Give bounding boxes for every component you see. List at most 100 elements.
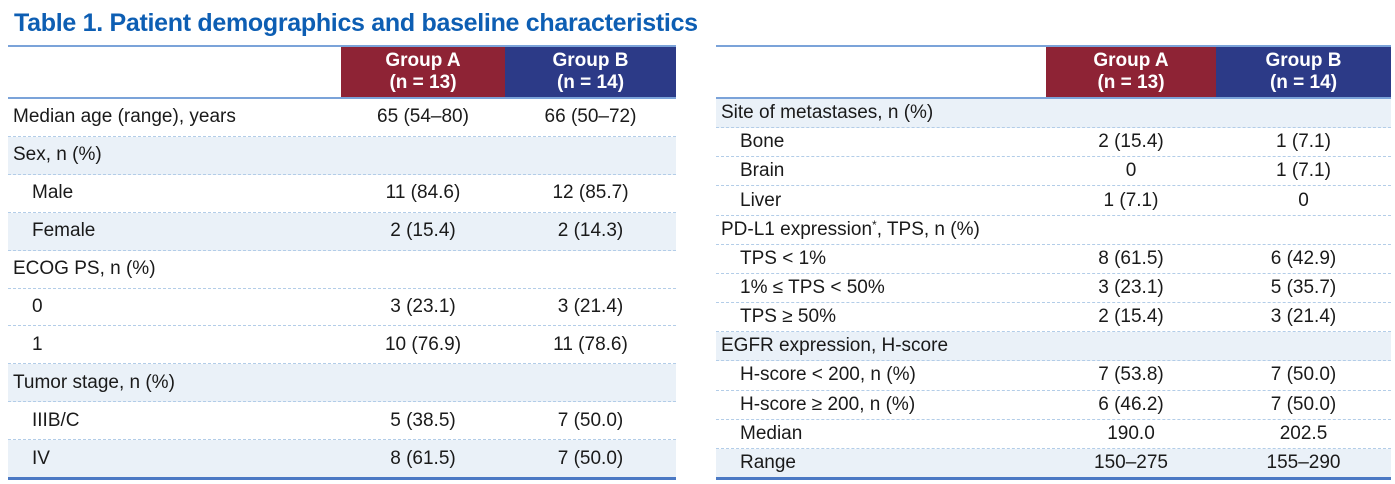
section-row: EGFR expression, H-score — [716, 332, 1391, 362]
table-row: 1 10 (76.9) 11 (78.6) — [8, 326, 676, 365]
cell-group-a: 2 (15.4) — [390, 220, 456, 242]
row-label: Median — [740, 422, 803, 444]
row-label: Range — [740, 451, 796, 473]
demographics-table-right: Group A (n = 13) Group B (n = 14) Site o… — [716, 45, 1391, 480]
table-row: TPS ≥ 50% 2 (15.4) 3 (21.4) — [716, 303, 1391, 333]
cell-group-a: 3 (23.1) — [1098, 277, 1164, 299]
cell-group-b: 2 (14.3) — [557, 220, 624, 242]
table-body: Median age (range), years 65 (54–80) 66 (5… — [8, 99, 676, 480]
table-row: H-score < 200, n (%) 7 (53.8) 7 (50.0) — [716, 361, 1391, 391]
cell-group-b: 12 (85.7) — [552, 182, 629, 204]
cell-group-a: 6 (46.2) — [1098, 393, 1164, 415]
row-label: Male — [32, 182, 74, 204]
cell-group-b: 66 (50–72) — [544, 106, 637, 128]
row-label: Liver — [740, 189, 782, 211]
cell-group-b: 7 (50.0) — [1270, 393, 1337, 415]
section-row: ECOG PS, n (%) — [8, 251, 676, 289]
row-label: Tumor stage, n (%) — [13, 371, 175, 393]
cell-group-a: 65 (54–80) — [377, 106, 469, 128]
cell-group-a: 1 (7.1) — [1103, 189, 1159, 211]
cell-group-a: 3 (23.1) — [390, 295, 456, 317]
table-row: 1% ≤ TPS < 50% 3 (23.1) 5 (35.7) — [716, 274, 1391, 304]
cell-group-b: 5 (35.7) — [1270, 277, 1337, 299]
cell-group-b: 202.5 — [1279, 422, 1328, 444]
demographics-table-left: Group A (n = 13) Group B (n = 14) Median… — [8, 45, 676, 480]
table-row: Brain 0 1 (7.1) — [716, 157, 1391, 187]
cell-group-a: 7 (53.8) — [1098, 364, 1164, 386]
cell-group-a: 8 (61.5) — [1098, 247, 1164, 269]
table-row: Median age (range), years 65 (54–80) 66 (5… — [8, 99, 676, 137]
group-b-n: (n = 14) — [1269, 72, 1338, 93]
cell-group-a: 190.0 — [1107, 422, 1155, 444]
row-label: 1% ≤ TPS < 50% — [740, 277, 885, 299]
group-a-n: (n = 13) — [389, 72, 457, 93]
cell-group-a: 10 (76.9) — [384, 333, 462, 355]
row-label: EGFR expression, H-score — [721, 335, 949, 357]
cell-group-b: 3 (21.4) — [1270, 306, 1337, 328]
table-header-row: Group A (n = 13) Group B (n = 14) — [8, 45, 676, 99]
cell-group-a: 5 (38.5) — [390, 409, 456, 431]
group-a-label: Group A — [1093, 50, 1169, 72]
table-row: H-score ≥ 200, n (%) 6 (46.2) 7 (50.0) — [716, 391, 1391, 420]
header-blank-cell — [8, 47, 341, 97]
cell-group-b: 0 — [1298, 189, 1309, 211]
table-row: Median 190.0 202.5 — [716, 420, 1391, 449]
cell-group-a: 0 — [1125, 160, 1137, 182]
cell-group-b: 7 (50.0) — [557, 409, 624, 431]
row-label: Bone — [740, 131, 785, 153]
row-label: TPS ≥ 50% — [740, 306, 836, 328]
table-row: Female 2 (15.4) 2 (14.3) — [8, 212, 676, 251]
group-b-label: Group B — [1265, 50, 1342, 72]
cell-group-a: 11 (84.6) — [385, 182, 461, 204]
row-label: IV — [32, 447, 50, 469]
section-row: Site of metastases, n (%) — [716, 99, 1391, 129]
cell-group-b: 11 (78.6) — [553, 333, 628, 355]
header-group-a: Group A (n = 13) — [341, 47, 505, 97]
header-group-b: Group B (n = 14) — [505, 47, 676, 97]
row-label: 1 — [32, 333, 43, 355]
table-row: Bone 2 (15.4) 1 (7.1) — [716, 128, 1391, 158]
cell-group-b: 1 (7.1) — [1276, 160, 1331, 182]
cell-group-a: 8 (61.5) — [390, 447, 456, 469]
cell-group-a: 2 (15.4) — [1098, 306, 1164, 328]
table-header-row: Group A (n = 13) Group B (n = 14) — [716, 45, 1391, 99]
row-label: Female — [32, 220, 96, 242]
group-b-n: (n = 14) — [556, 72, 625, 93]
section-row: PD-L1 expression*, TPS, n (%) — [716, 216, 1391, 245]
table-body: Site of metastases, n (%) Bone 2 (15.4) 1 (… — [716, 99, 1391, 480]
row-label: ECOG PS, n (%) — [13, 258, 156, 280]
group-a-n: (n = 13) — [1097, 72, 1165, 93]
row-label: Brain — [740, 160, 785, 182]
row-label: TPS < 1% — [740, 247, 827, 269]
table-row: 0 3 (23.1) 3 (21.4) — [8, 289, 676, 327]
row-label: Sex, n (%) — [13, 144, 102, 166]
row-label: Median age (range), years — [13, 106, 236, 128]
row-label: IIIB/C — [32, 409, 80, 431]
group-b-label: Group B — [552, 50, 629, 72]
tables-container: Group A (n = 13) Group B (n = 14) Median… — [8, 45, 1395, 480]
cell-group-b: 3 (21.4) — [557, 295, 624, 317]
cell-group-b: 155–290 — [1266, 451, 1341, 473]
cell-group-a: 2 (15.4) — [1098, 131, 1164, 153]
cell-group-b: 6 (42.9) — [1270, 247, 1337, 269]
group-a-label: Group A — [385, 50, 461, 72]
header-group-b: Group B (n = 14) — [1216, 47, 1391, 97]
cell-group-a: 150–275 — [1094, 451, 1168, 473]
row-label: 0 — [32, 295, 43, 317]
cell-group-b: 1 (7.1) — [1276, 131, 1331, 153]
table-row: IIIB/C 5 (38.5) 7 (50.0) — [8, 402, 676, 441]
cell-group-b: 7 (50.0) — [1270, 364, 1337, 386]
page-title: Table 1. Patient demographics and baseli… — [14, 9, 698, 37]
table-row: Range 150–275 155–290 — [716, 448, 1391, 478]
table-row: IV 8 (61.5) 7 (50.0) — [8, 440, 676, 478]
cell-group-b: 7 (50.0) — [557, 447, 624, 469]
row-label: PD-L1 expression*, TPS, n (%) — [721, 217, 980, 240]
table-row: Liver 1 (7.1) 0 — [716, 186, 1391, 216]
section-row: Tumor stage, n (%) — [8, 364, 676, 403]
footnote-marker: * — [872, 217, 877, 232]
header-group-a: Group A (n = 13) — [1046, 47, 1216, 97]
header-blank-cell — [716, 47, 1046, 97]
row-label: Site of metastases, n (%) — [721, 102, 934, 124]
table-row: TPS < 1% 8 (61.5) 6 (42.9) — [716, 245, 1391, 274]
